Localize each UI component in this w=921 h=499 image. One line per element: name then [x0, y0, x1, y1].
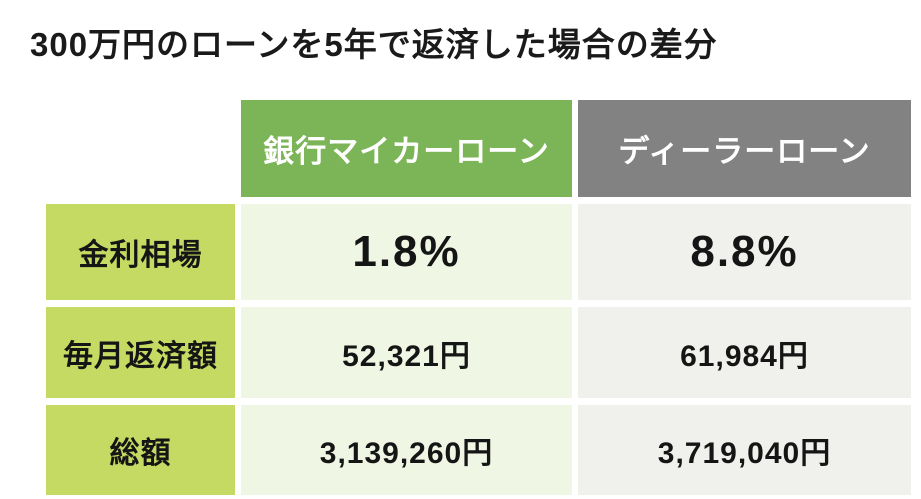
- value-dealer-total-amount: 3,719,040円: [578, 405, 911, 495]
- corner-cell: [46, 100, 235, 197]
- value-dealer-interest-rate: 8.8%: [578, 204, 911, 300]
- value-bank-interest-rate: 1.8%: [241, 204, 572, 300]
- row-label-total-amount: 総額: [46, 405, 235, 495]
- value-dealer-monthly-payment: 61,984円: [578, 307, 911, 398]
- value-bank-monthly-payment: 52,321円: [241, 307, 572, 398]
- column-header-dealer-loan: ディーラーローン: [578, 100, 911, 197]
- column-header-bank-loan: 銀行マイカーローン: [241, 100, 572, 197]
- row-label-interest-rate: 金利相場: [46, 204, 235, 300]
- value-bank-total-amount: 3,139,260円: [241, 405, 572, 495]
- comparison-table: 銀行マイカーローン ディーラーローン 金利相場 1.8% 8.8% 毎月返済額 …: [46, 100, 911, 495]
- row-label-monthly-payment: 毎月返済額: [46, 307, 235, 398]
- page-title: 300万円のローンを5年で返済した場合の差分: [30, 26, 718, 63]
